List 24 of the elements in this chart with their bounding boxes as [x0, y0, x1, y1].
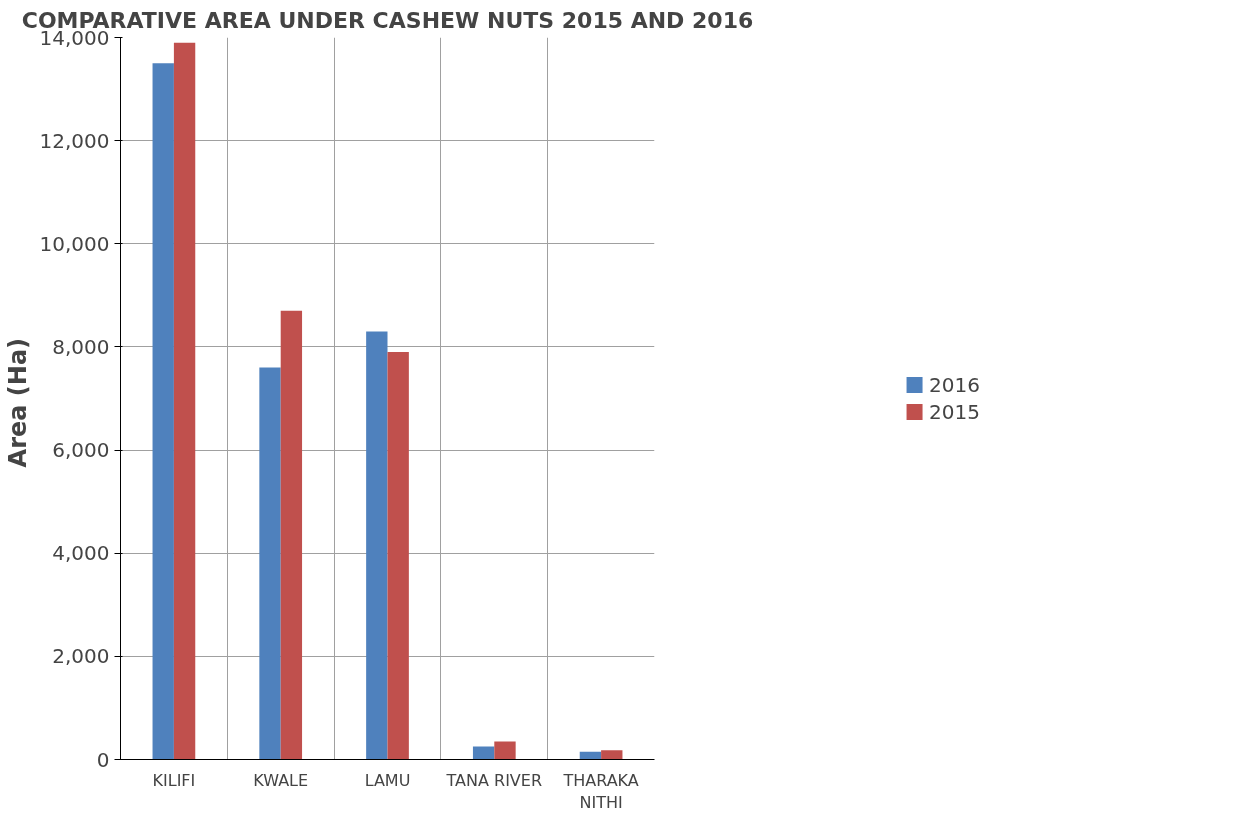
- bar: [173, 42, 196, 760]
- bar: [152, 63, 174, 760]
- legend-label: 2016: [929, 372, 980, 397]
- y-tick-label: 10,000: [39, 231, 110, 256]
- bar: [387, 352, 409, 760]
- x-tick-label: LAMU: [364, 770, 411, 790]
- x-tick-label: KWALE: [253, 770, 309, 790]
- x-tick-label: KILIFI: [152, 770, 196, 790]
- bar: [601, 750, 623, 760]
- y-tick-label: 4,000: [52, 541, 110, 566]
- y-tick-label: 2,000: [52, 644, 110, 669]
- y-tick-label: 6,000: [52, 438, 110, 463]
- bar: [280, 310, 303, 760]
- y-tick-label: 0: [96, 747, 110, 772]
- bar: [494, 741, 516, 760]
- bar: [259, 367, 281, 760]
- y-axis-title: Area (Ha): [3, 337, 32, 468]
- y-tick-label: 12,000: [39, 128, 110, 153]
- x-tick-label: TANA RIVER: [445, 770, 543, 790]
- x-tick-label: THARAKA NITHI: [562, 770, 639, 813]
- bar: [366, 331, 388, 760]
- legend-label: 2015: [929, 399, 980, 424]
- bar: [472, 746, 495, 760]
- y-tick-label: 8,000: [52, 334, 110, 359]
